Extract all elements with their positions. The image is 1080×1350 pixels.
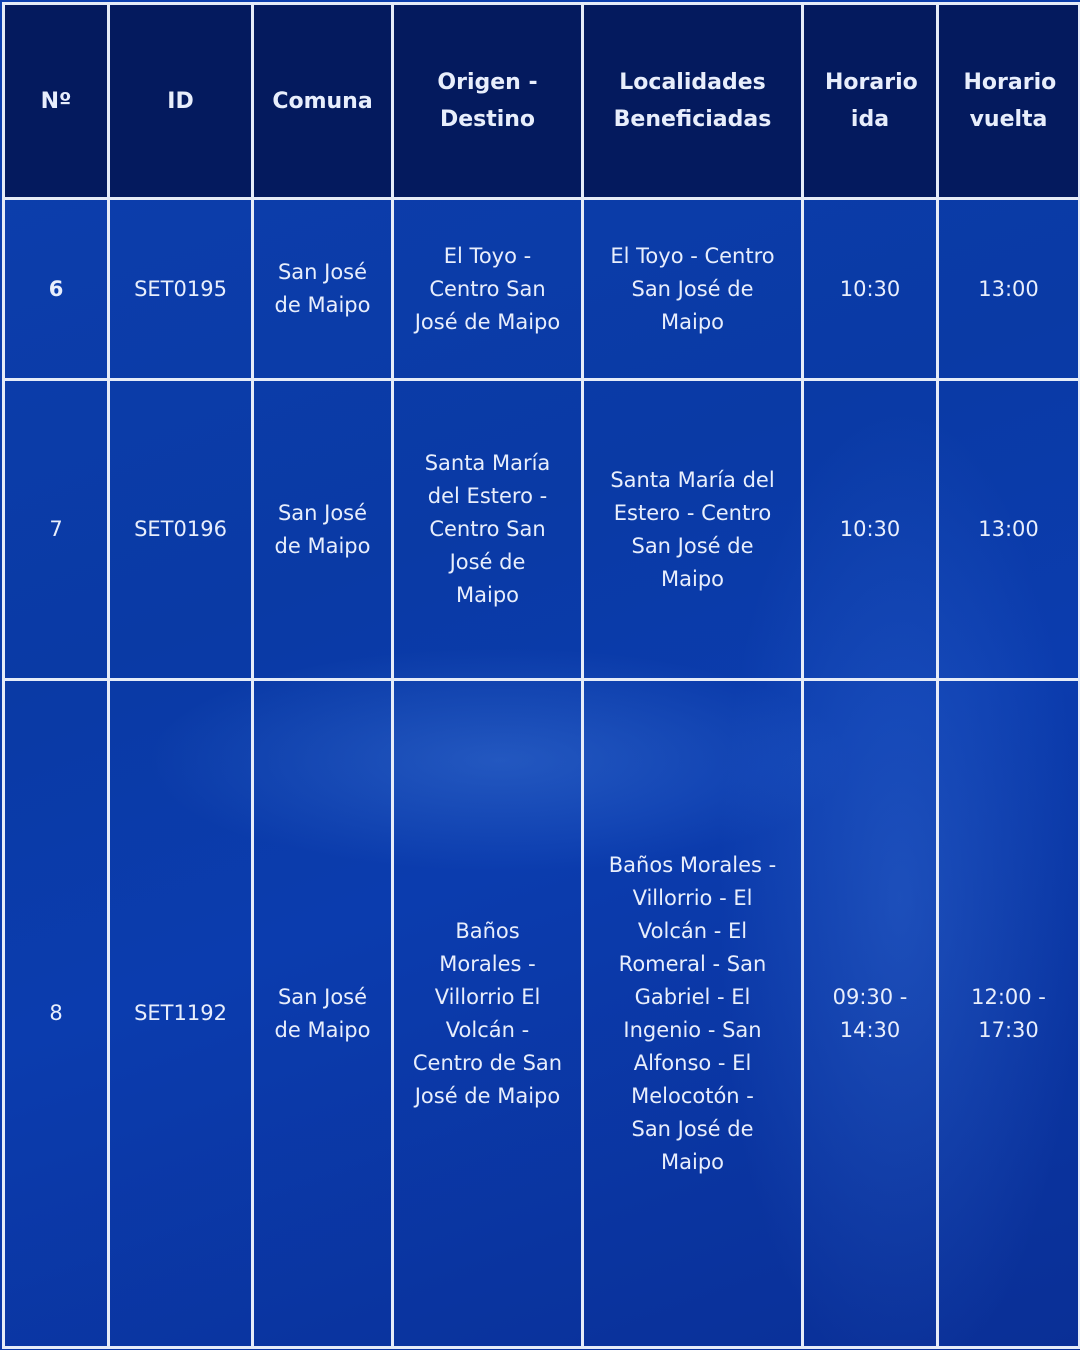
cell-horario-ida: 10:30 <box>801 378 939 681</box>
cell-comuna: San José de Maipo <box>251 678 394 1349</box>
header-localidades: Localidades Beneficiadas <box>581 2 804 200</box>
cell-horario-vuelta: 12:00 - 17:30 <box>936 678 1080 1349</box>
cell-origen-destino: El Toyo - Centro San José de Maipo <box>391 197 584 381</box>
cell-n: 8 <box>2 678 110 1349</box>
cell-id: SET0196 <box>107 378 254 681</box>
cell-comuna: San José de Maipo <box>251 197 394 381</box>
cell-comuna: San José de Maipo <box>251 378 394 681</box>
table-row: 7 SET0196 San José de Maipo Santa María … <box>2 378 1080 681</box>
cell-horario-vuelta: 13:00 <box>936 378 1080 681</box>
cell-id: SET1192 <box>107 678 254 1349</box>
table-row: 6 SET0195 San José de Maipo El Toyo - Ce… <box>2 197 1080 381</box>
cell-origen-destino: Baños Morales - Villorrio El Volcán - Ce… <box>391 678 584 1349</box>
cell-localidades: Santa María del Estero - Centro San José… <box>581 378 804 681</box>
cell-origen-destino: Santa María del Estero - Centro San José… <box>391 378 584 681</box>
cell-horario-ida: 09:30 - 14:30 <box>801 678 939 1349</box>
header-n: Nº <box>2 2 110 200</box>
cell-localidades: El Toyo - Centro San José de Maipo <box>581 197 804 381</box>
cell-n: 7 <box>2 378 110 681</box>
cell-localidades: Baños Morales - Villorrio - El Volcán - … <box>581 678 804 1349</box>
cell-n: 6 <box>2 197 110 381</box>
header-id: ID <box>107 2 254 200</box>
header-comuna: Comuna <box>251 2 394 200</box>
header-row: Nº ID Comuna Origen - Destino Localidade… <box>2 2 1080 200</box>
header-horario-vuelta: Horario vuelta <box>936 2 1080 200</box>
cell-horario-ida: 10:30 <box>801 197 939 381</box>
header-horario-ida: Horario ida <box>801 2 939 200</box>
cell-horario-vuelta: 13:00 <box>936 197 1080 381</box>
cell-id: SET0195 <box>107 197 254 381</box>
table-row: 8 SET1192 San José de Maipo Baños Morale… <box>2 678 1080 1349</box>
header-origen-destino: Origen - Destino <box>391 2 584 200</box>
